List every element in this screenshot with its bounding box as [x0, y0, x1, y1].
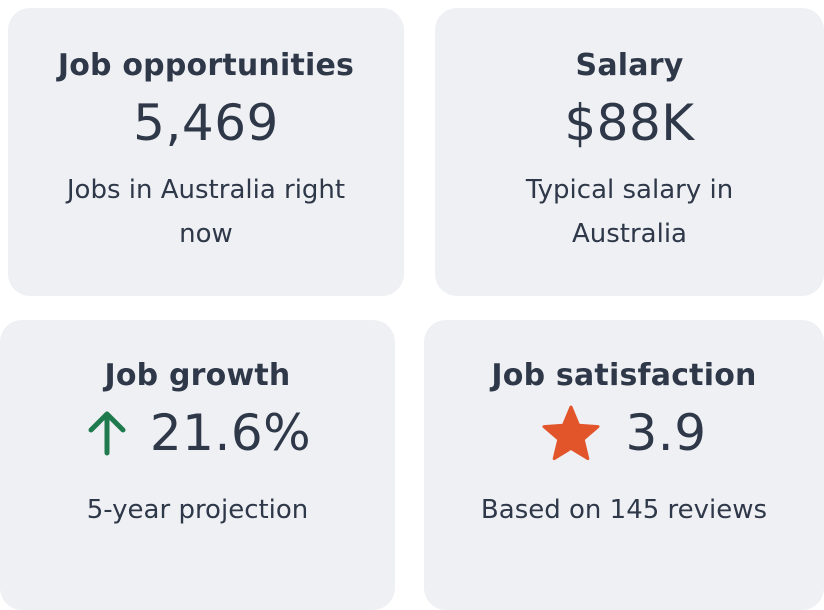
job-growth-value: 21.6% — [149, 404, 312, 462]
job-growth-value-row: 21.6% — [84, 402, 311, 464]
arrow-up-icon — [88, 411, 126, 456]
star-icon — [542, 405, 600, 461]
job-growth-caption: 5-year projection — [86, 495, 309, 525]
job-satisfaction-title: Job satisfaction — [491, 358, 757, 393]
job-satisfaction-card: Job satisfaction 3.9 Based on 145 review… — [424, 320, 824, 610]
job-growth-card: Job growth 21.6% 5-year projection — [0, 320, 395, 610]
job-satisfaction-value: 3.9 — [625, 404, 707, 462]
job-satisfaction-caption: Based on 145 reviews — [480, 495, 768, 525]
salary-value: $88K — [564, 94, 695, 152]
salary-card: Salary $88K Typical salary in Australia — [435, 8, 824, 296]
job-opportunities-value: 5,469 — [133, 94, 279, 152]
job-growth-title: Job growth — [104, 358, 291, 393]
salary-caption: Typical salary in Australia — [525, 175, 734, 249]
job-satisfaction-value-row: 3.9 — [541, 402, 706, 464]
salary-title: Salary — [575, 48, 684, 83]
job-opportunities-caption: Jobs in Australia right now — [66, 175, 346, 249]
job-opportunities-card: Job opportunities 5,469 Jobs in Australi… — [8, 8, 404, 296]
job-opportunities-title: Job opportunities — [57, 48, 355, 83]
